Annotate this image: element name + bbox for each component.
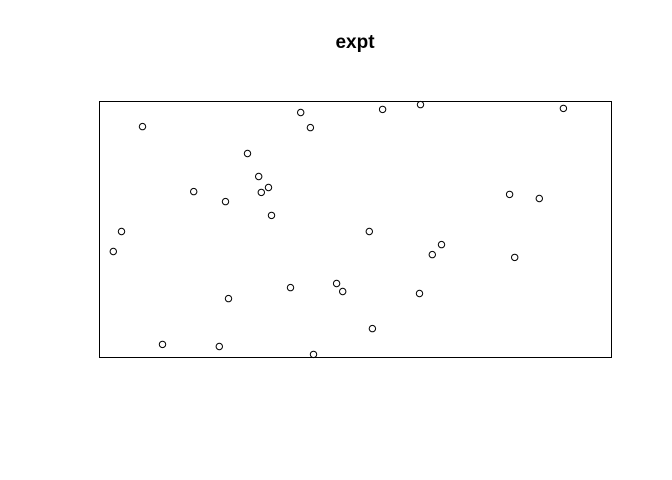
data-point-11 [257,188,265,197]
data-point-29 [535,194,543,203]
data-point-12 [264,183,273,192]
data-point-18 [332,279,341,288]
data-point-15 [297,108,305,117]
data-point-17 [309,350,318,359]
data-point-30 [559,104,568,113]
plot-box [99,101,612,358]
data-point-13 [267,211,276,220]
data-point-21 [368,324,377,333]
data-point-19 [339,287,347,296]
data-point-2 [117,227,126,236]
data-point-4 [158,340,167,349]
data-point-7 [221,197,230,206]
data-point-8 [224,294,233,303]
data-point-16 [306,123,315,132]
data-points [109,100,568,359]
data-point-9 [243,149,252,158]
data-point-5 [190,187,198,196]
data-point-25 [428,250,436,259]
data-point-26 [437,240,446,249]
data-point-10 [255,172,263,181]
data-point-22 [378,105,387,114]
data-point-28 [511,253,519,262]
data-point-14 [286,283,295,292]
data-point-20 [365,227,373,236]
data-point-23 [415,289,424,298]
data-point-24 [416,100,425,109]
chart-title: expt [335,32,375,53]
data-point-27 [505,190,514,199]
data-point-3 [138,122,147,131]
data-point-6 [215,342,224,351]
data-point-1 [109,247,118,256]
